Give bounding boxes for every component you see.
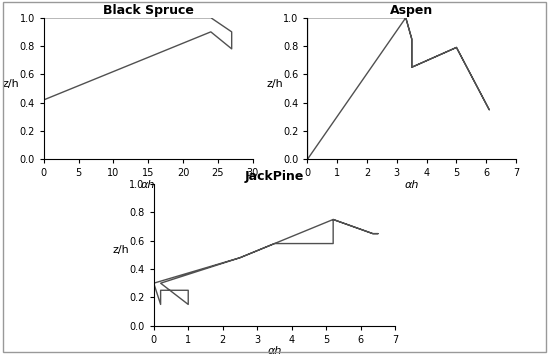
X-axis label: αh: αh [267, 346, 282, 354]
X-axis label: αh: αh [405, 180, 419, 190]
Title: JackPine: JackPine [245, 170, 304, 183]
X-axis label: αh: αh [141, 180, 155, 190]
Y-axis label: z/h: z/h [113, 245, 130, 255]
Y-axis label: z/h: z/h [266, 79, 283, 88]
Y-axis label: z/h: z/h [3, 79, 20, 88]
Title: Aspen: Aspen [390, 4, 433, 17]
Title: Black Spruce: Black Spruce [103, 4, 194, 17]
